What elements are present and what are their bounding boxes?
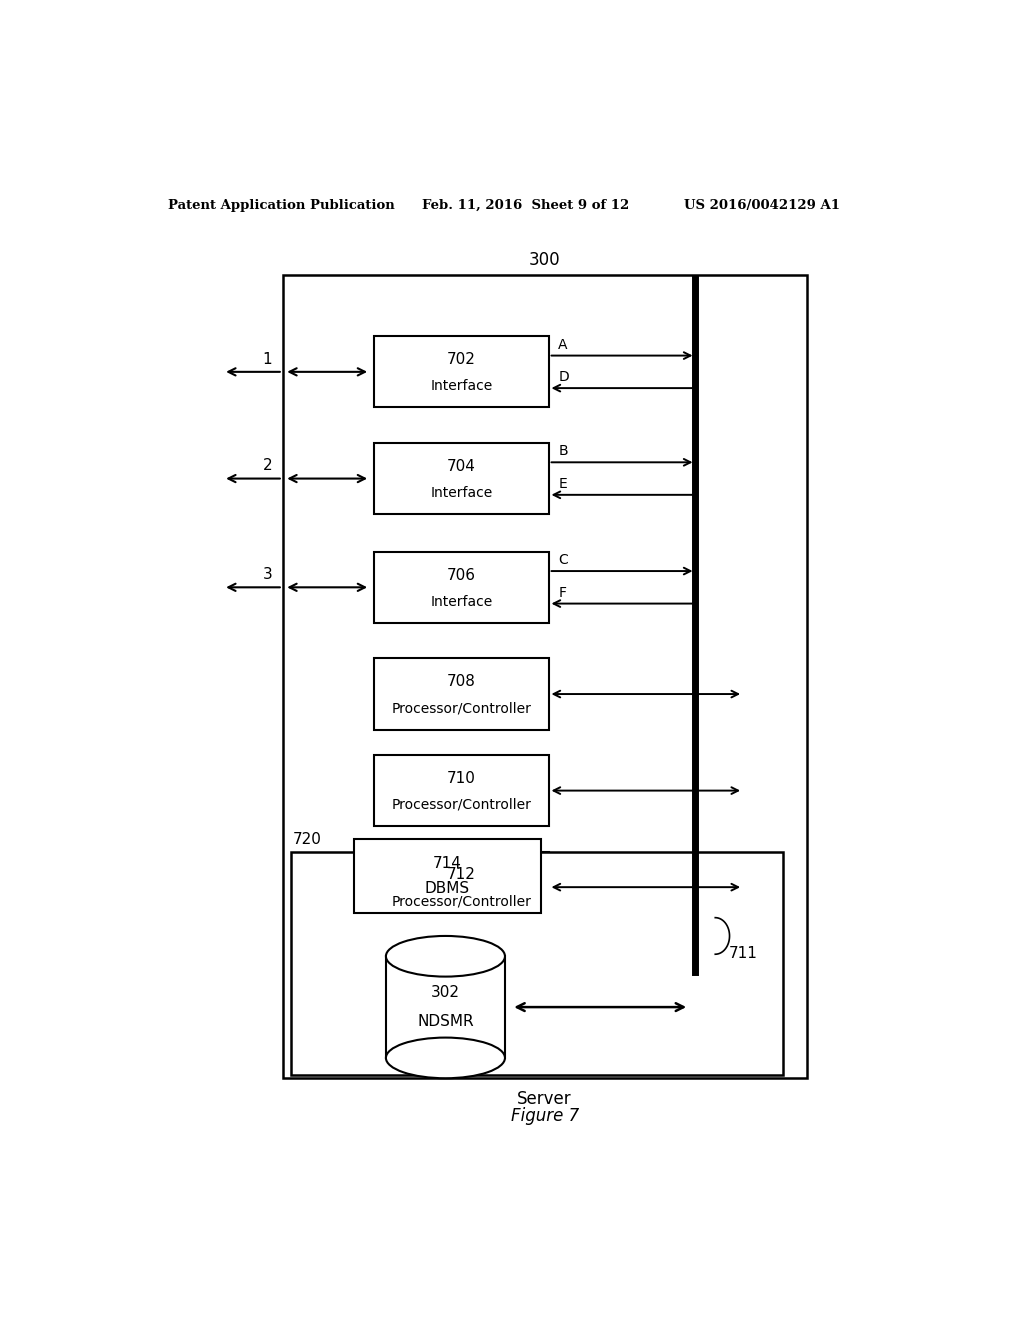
- Text: Interface: Interface: [430, 486, 493, 500]
- Text: E: E: [558, 477, 567, 491]
- Bar: [374, 552, 549, 623]
- Text: 702: 702: [446, 352, 476, 367]
- Text: Feb. 11, 2016  Sheet 9 of 12: Feb. 11, 2016 Sheet 9 of 12: [422, 199, 629, 213]
- Text: 714: 714: [433, 857, 462, 871]
- Bar: [374, 444, 549, 515]
- Text: C: C: [558, 553, 568, 568]
- Text: Processor/Controller: Processor/Controller: [391, 701, 531, 715]
- Text: Interface: Interface: [430, 594, 493, 609]
- Text: Patent Application Publication: Patent Application Publication: [168, 199, 394, 213]
- Text: D: D: [558, 370, 569, 384]
- Text: NDSMR: NDSMR: [417, 1014, 474, 1028]
- Bar: [374, 851, 549, 923]
- Bar: [354, 840, 541, 912]
- Ellipse shape: [386, 936, 505, 977]
- Text: Figure 7: Figure 7: [511, 1106, 579, 1125]
- Text: 2: 2: [262, 458, 272, 474]
- Bar: [374, 337, 549, 408]
- Text: 712: 712: [446, 867, 476, 883]
- Text: 708: 708: [446, 675, 476, 689]
- Text: 302: 302: [431, 985, 460, 1001]
- Text: 710: 710: [446, 771, 476, 785]
- Text: 720: 720: [293, 832, 322, 846]
- Text: 704: 704: [446, 459, 476, 474]
- Bar: [374, 755, 549, 826]
- Ellipse shape: [386, 1038, 505, 1078]
- Text: US 2016/0042129 A1: US 2016/0042129 A1: [684, 199, 840, 213]
- Bar: [374, 659, 549, 730]
- Text: DBMS: DBMS: [425, 880, 470, 896]
- Text: Server: Server: [517, 1090, 572, 1109]
- Text: 1: 1: [262, 351, 272, 367]
- Polygon shape: [386, 956, 505, 1057]
- Text: 711: 711: [729, 946, 758, 961]
- Bar: [283, 276, 807, 1078]
- Text: Processor/Controller: Processor/Controller: [391, 797, 531, 812]
- Text: B: B: [558, 445, 567, 458]
- Text: 3: 3: [262, 568, 272, 582]
- Text: Interface: Interface: [430, 379, 493, 393]
- Text: A: A: [558, 338, 567, 351]
- Bar: [291, 851, 782, 1076]
- Text: 706: 706: [446, 568, 476, 582]
- Text: F: F: [558, 586, 566, 599]
- Text: 300: 300: [528, 251, 560, 269]
- Text: Processor/Controller: Processor/Controller: [391, 895, 531, 908]
